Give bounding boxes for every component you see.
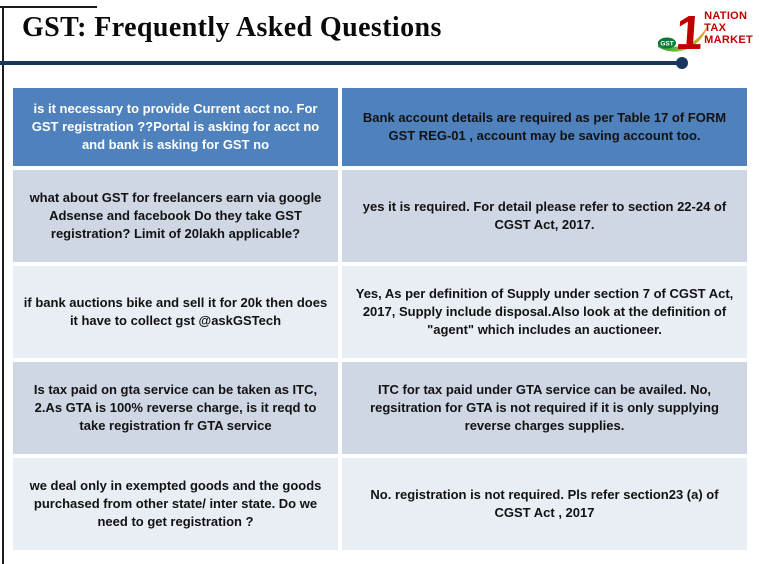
logo-one-swoosh-icon: 1 GST xyxy=(658,7,709,60)
logo-word-nation: NATION xyxy=(704,10,748,22)
slide-top-border xyxy=(0,6,97,8)
faq-question-cell: is it necessary to provide Current acct … xyxy=(13,88,338,166)
faq-question-cell: what about GST for freelancers earn via … xyxy=(13,170,338,262)
nation-tax-market-logo: 1 GST NATION TAX MARKET xyxy=(656,5,753,61)
faq-answer-cell: Bank account details are required as per… xyxy=(342,88,747,166)
logo-wordmark: NATION TAX MARKET xyxy=(704,10,753,46)
faq-table: is it necessary to provide Current acct … xyxy=(13,88,747,550)
gst-badge xyxy=(658,37,677,49)
page-title: GST: Frequently Asked Questions xyxy=(22,12,442,43)
logo-word-tax: TAX xyxy=(704,22,727,35)
faq-question-cell: Is tax paid on gta service can be taken … xyxy=(13,362,338,454)
faq-answer-cell: ITC for tax paid under GTA service can b… xyxy=(342,362,747,454)
title-underline xyxy=(0,61,678,65)
faq-question-cell: we deal only in exempted goods and the g… xyxy=(13,458,338,550)
faq-answer-cell: No. registration is not required. Pls re… xyxy=(342,458,747,550)
faq-answer-cell: yes it is required. For detail please re… xyxy=(342,170,747,262)
slide-left-border xyxy=(2,6,4,564)
faq-question-cell: if bank auctions bike and sell it for 20… xyxy=(13,266,338,358)
logo-word-market: MARKET xyxy=(704,34,753,47)
gst-badge-label: GST xyxy=(660,41,673,48)
logo-swoosh xyxy=(658,25,709,52)
faq-answer-cell: Yes, As per definition of Supply under s… xyxy=(342,266,747,358)
title-underline-end-dot xyxy=(676,57,688,69)
logo-numeral: 1 xyxy=(674,7,704,60)
